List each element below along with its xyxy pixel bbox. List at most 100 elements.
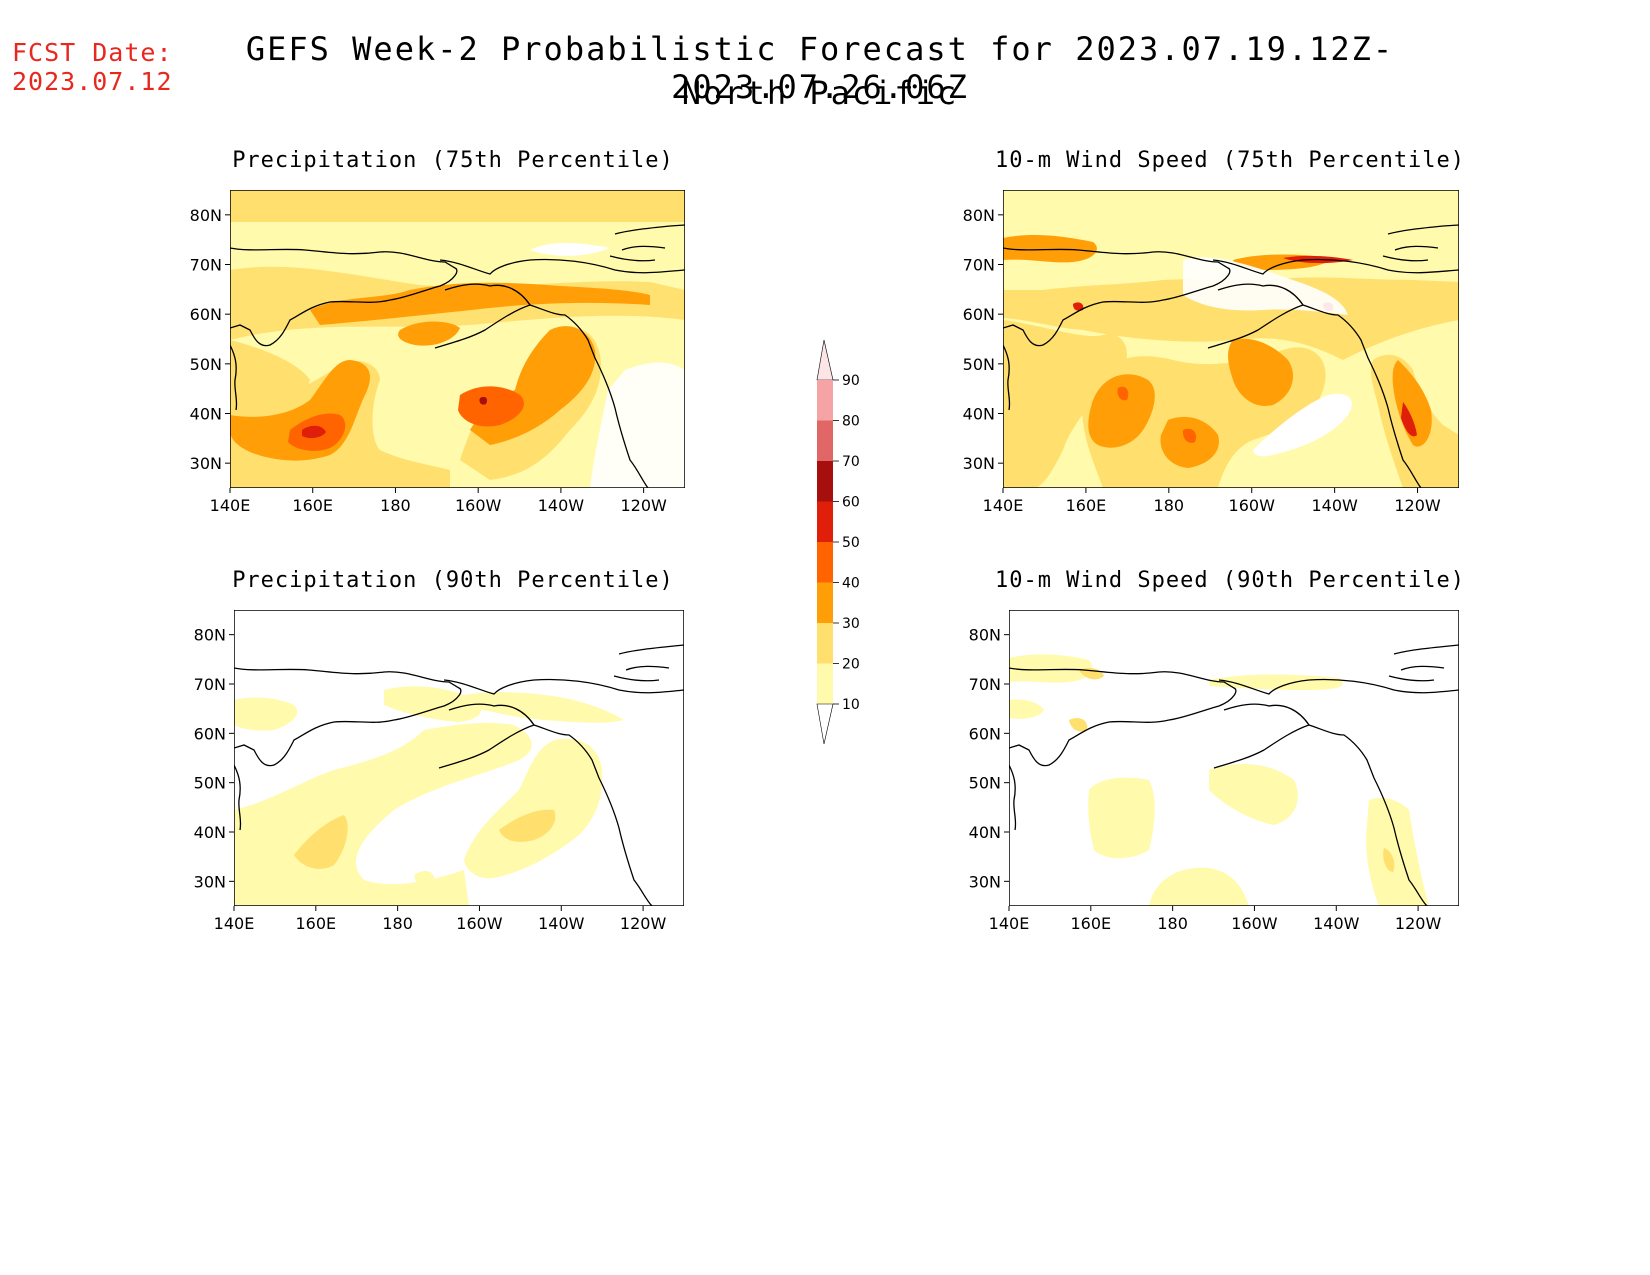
lat-tick-label: 40N (194, 823, 226, 842)
region-subtitle: North Pacific (681, 74, 959, 112)
wind-90-panel: 10-m Wind Speed (90th Percentile) 140E 16… (969, 568, 1465, 933)
field-contour (1069, 718, 1088, 732)
forecast-date-value: 2023.07.12 (12, 67, 173, 96)
field-contour (302, 425, 326, 439)
map-ticks: 140E 160E 180 160W 140W 120W 80N 70N 60N 50N 40N 30… (969, 626, 1442, 933)
lon-tick-label: 120W (620, 914, 667, 933)
field-contour (530, 243, 610, 256)
lon-tick-label: 140W (1311, 496, 1358, 515)
forecast-date-label: FCST Date: (12, 38, 173, 67)
field-contour (294, 815, 348, 869)
lon-tick-label: 140W (538, 914, 585, 933)
legend-swatch (817, 663, 833, 704)
lon-tick-label: 140E (983, 496, 1024, 515)
lon-tick-label: 160W (1231, 914, 1278, 933)
field-contour (499, 809, 556, 842)
field-contour (1149, 867, 1249, 906)
field-contour (1003, 320, 1127, 488)
lat-tick-label: 70N (963, 256, 995, 275)
field-contour (1253, 393, 1352, 457)
lon-tick-label: 120W (1395, 914, 1442, 933)
lat-tick-label: 40N (969, 823, 1001, 842)
legend-swatch (817, 380, 833, 421)
legend-labels: 90 80 70 60 50 40 30 20 10 (833, 373, 860, 713)
lat-tick-label: 30N (194, 872, 226, 891)
coastline (234, 644, 684, 906)
lat-tick-label: 80N (194, 626, 226, 645)
field-contour (590, 362, 685, 488)
field-contour (1088, 374, 1155, 448)
field-contour (1366, 798, 1429, 906)
field-contour (1401, 402, 1417, 437)
lat-tick-label: 60N (190, 305, 222, 324)
field-contour (1003, 277, 1459, 360)
map-plot-area (1003, 190, 1459, 488)
field-contour (1088, 777, 1155, 859)
field-contour (414, 870, 435, 887)
lat-tick-label: 70N (969, 675, 1001, 694)
field-contour (1383, 848, 1395, 872)
wind-75-panel: 10-m Wind Speed (75th Percentile) 140E 16 (963, 148, 1465, 515)
lat-tick-label: 30N (963, 454, 995, 473)
precip-90-panel: Precipitation (90th Percentile) 140E 160E… (194, 568, 684, 933)
legend-label: 20 (842, 657, 860, 673)
lat-tick-label: 70N (194, 675, 226, 694)
legend-label: 80 (842, 414, 860, 430)
field-contour (458, 386, 524, 427)
field-contour (384, 686, 482, 722)
lon-tick-label: 160E (295, 914, 336, 933)
lat-tick-label: 60N (969, 724, 1001, 743)
panel-title: 10-m Wind Speed (75th Percentile) (995, 148, 1465, 173)
lat-tick-label: 30N (190, 454, 222, 473)
panel-title: 10-m Wind Speed (90th Percentile) (995, 568, 1465, 593)
legend-bottom-arrow (816, 703, 834, 745)
lat-tick-label: 80N (969, 626, 1001, 645)
panel-title: Precipitation (75th Percentile) (232, 148, 674, 173)
lon-tick-label: 160W (455, 496, 502, 515)
legend-label: 70 (842, 454, 860, 470)
legend-label: 90 (842, 373, 860, 389)
lon-tick-label: 180 (1157, 914, 1188, 933)
lon-tick-label: 140E (989, 914, 1030, 933)
lat-tick-label: 40N (190, 405, 222, 424)
field-contour (1003, 235, 1097, 263)
map-ticks: 140E 160E 180 160W 140W 120W 80N 70N 60N 50N 40N 30… (190, 206, 667, 515)
lat-tick-label: 70N (190, 256, 222, 275)
lon-tick-label: 140E (214, 914, 255, 933)
map-plot-area (1009, 610, 1459, 906)
lon-tick-label: 180 (1154, 496, 1185, 515)
lat-tick-label: 80N (963, 206, 995, 225)
field-contour (1073, 302, 1084, 311)
lon-tick-label: 180 (380, 496, 411, 515)
lat-tick-label: 50N (194, 774, 226, 793)
lon-tick-label: 180 (382, 914, 413, 933)
coastline (1009, 644, 1459, 906)
field-contour (1392, 360, 1432, 447)
lat-tick-label: 50N (969, 774, 1001, 793)
map-ticks: 140E 160E 180 160W 140W 120W 80N 70N 60N 50N 40N 30… (963, 206, 1441, 515)
lon-tick-label: 140W (1313, 914, 1360, 933)
legend-swatch (817, 582, 833, 623)
lon-tick-label: 160W (456, 914, 503, 933)
lon-tick-label: 160E (1070, 914, 1111, 933)
field-contour (234, 697, 298, 731)
legend-swatch (817, 501, 833, 542)
lon-tick-label: 140W (538, 496, 585, 515)
lat-tick-label: 60N (194, 724, 226, 743)
legend-swatch (817, 420, 833, 461)
field-contour (1182, 428, 1197, 443)
legend-swatches (816, 339, 834, 745)
legend-label: 10 (842, 697, 860, 713)
lat-tick-label: 60N (963, 305, 995, 324)
map-plot-area (230, 190, 685, 488)
legend-swatch (817, 542, 833, 583)
lon-tick-label: 120W (1394, 496, 1441, 515)
legend-label: 60 (842, 495, 860, 511)
map-plot-area (234, 610, 684, 906)
field-high-lat-band (230, 190, 685, 222)
field-contour (1009, 654, 1093, 683)
lon-tick-label: 160E (292, 496, 333, 515)
lat-tick-label: 40N (963, 405, 995, 424)
legend-swatch (817, 461, 833, 502)
lon-tick-label: 160E (1066, 496, 1107, 515)
